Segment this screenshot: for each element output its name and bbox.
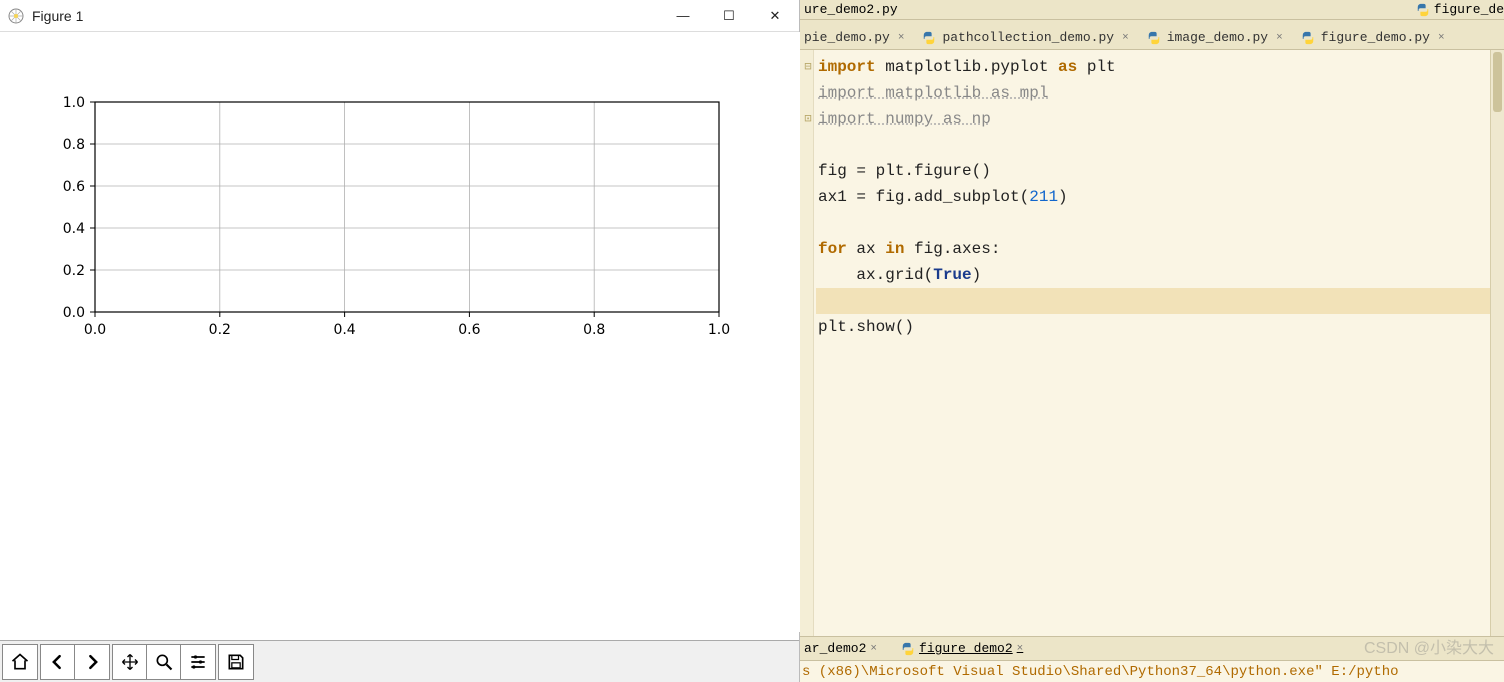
plot-svg: 0.0 0.2 0.4 0.6 0.8 1.0 0.0 0.2 0.4 0.6 0.8 1.0 [0, 32, 800, 632]
figure-window: Figure 1 — ☐ ✕ 0.00.20.40.60.81.00.00.20… [0, 0, 800, 682]
breadcrumb-partial: ure_demo2.py [804, 2, 898, 17]
code-line: for ax in fig.axes: [816, 236, 1502, 262]
svg-text:0.6: 0.6 [458, 322, 480, 338]
run-tabs: ar_demo2× figure_demo2× [800, 636, 1504, 660]
svg-text:0.8: 0.8 [583, 322, 605, 338]
breadcrumb-tab: ure_demo2.py figure_de [800, 0, 1504, 20]
zoom-button[interactable] [147, 645, 181, 679]
editor-tab[interactable]: image_demo.py× [1141, 26, 1291, 49]
run-tab[interactable]: figure_demo2× [895, 639, 1029, 658]
svg-text:0.2: 0.2 [63, 263, 85, 279]
tab-close-icon[interactable]: × [870, 643, 877, 655]
editor-scrollbar[interactable] [1490, 50, 1504, 636]
code-line [816, 132, 1502, 158]
console-text: s (x86)\Microsoft Visual Studio\Shared\P… [802, 664, 1399, 680]
breadcrumb-right-partial: figure_de [1434, 2, 1504, 17]
svg-text:0.6: 0.6 [63, 179, 85, 195]
forward-button[interactable] [75, 645, 109, 679]
tab-close-icon[interactable]: × [1122, 32, 1129, 44]
configure-button[interactable] [181, 645, 215, 679]
python-icon [1416, 3, 1430, 17]
editor-tabs: pie_demo.py×pathcollection_demo.py×image… [800, 20, 1504, 50]
svg-text:0.0: 0.0 [84, 322, 106, 338]
titlebar: Figure 1 — ☐ ✕ [0, 0, 799, 32]
tab-close-icon[interactable]: × [1438, 32, 1445, 44]
code-line: ⊟import matplotlib.pyplot as plt [816, 54, 1502, 80]
save-button[interactable] [219, 645, 253, 679]
mpl-toolbar [0, 640, 799, 682]
window-title: Figure 1 [32, 8, 673, 24]
tab-close-icon[interactable]: × [1276, 32, 1283, 44]
code-line: plt.show() [816, 314, 1502, 340]
run-tab[interactable]: ar_demo2× [804, 639, 883, 658]
code-editor[interactable]: ⊟import matplotlib.pyplot as pltimport m… [800, 50, 1504, 636]
home-button[interactable] [3, 645, 37, 679]
svg-text:0.4: 0.4 [63, 221, 85, 237]
ide-panel: ure_demo2.py figure_de pie_demo.py×pathc… [800, 0, 1504, 682]
maximize-button[interactable]: ☐ [719, 6, 739, 26]
code-line [816, 210, 1502, 236]
svg-text:0.8: 0.8 [63, 137, 85, 153]
code-line: fig = plt.figure() [816, 158, 1502, 184]
tab-close-icon[interactable]: × [898, 32, 905, 44]
back-button[interactable] [41, 645, 75, 679]
pan-button[interactable] [113, 645, 147, 679]
minimize-button[interactable]: — [673, 6, 693, 26]
svg-text:1.0: 1.0 [708, 322, 730, 338]
code-lines: ⊟import matplotlib.pyplot as pltimport m… [814, 50, 1504, 344]
code-line: ax1 = fig.add_subplot(211) [816, 184, 1502, 210]
plot-area: 0.0 0.2 0.4 0.6 0.8 1.0 0.0 0.2 0.4 0.6 0.8 1.0 [0, 32, 799, 640]
gutter [800, 50, 814, 636]
svg-text:1.0: 1.0 [63, 95, 85, 111]
svg-text:0.0: 0.0 [63, 305, 85, 321]
code-line: import matplotlib as mpl [816, 80, 1502, 106]
editor-tab[interactable]: pie_demo.py× [804, 26, 912, 49]
svg-text:0.2: 0.2 [209, 322, 231, 338]
svg-text:0.4: 0.4 [333, 322, 355, 338]
editor-tab[interactable]: pathcollection_demo.py× [916, 26, 1136, 49]
tab-close-icon[interactable]: × [1017, 643, 1024, 655]
code-line [816, 288, 1502, 314]
code-line: ax.grid(True) [816, 262, 1502, 288]
console-output: s (x86)\Microsoft Visual Studio\Shared\P… [800, 660, 1504, 682]
code-line: ⊡import numpy as np [816, 106, 1502, 132]
close-button[interactable]: ✕ [765, 6, 785, 26]
matplotlib-icon [8, 8, 24, 24]
editor-tab[interactable]: figure_demo.py× [1295, 26, 1453, 49]
